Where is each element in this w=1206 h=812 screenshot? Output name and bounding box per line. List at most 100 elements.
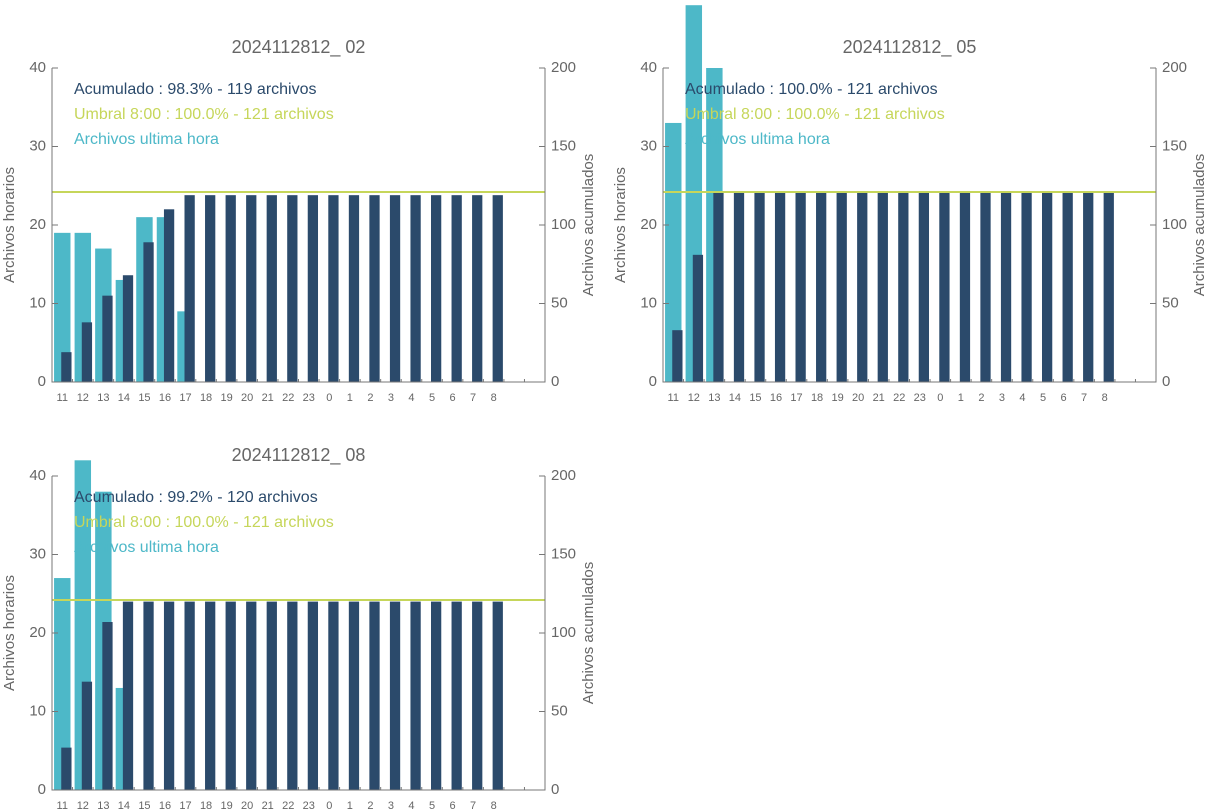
bar [959,192,971,382]
x-tick-label: 0 [937,392,943,404]
bar [205,195,216,382]
bar [348,601,360,790]
x-tick-label: 20 [852,392,864,404]
bar [54,578,71,790]
x-tick-label: 16 [159,800,171,812]
bar [492,601,503,790]
bar [857,192,868,382]
x-tick-label: 7 [470,392,476,404]
x-tick-label: 17 [179,800,191,812]
x-tick-label: 21 [873,392,885,404]
y-tick-label: 20 [29,216,46,233]
y2-tick-label: 150 [551,545,576,562]
bar [184,601,195,790]
x-tick-label: 0 [326,800,332,812]
y-axis-label: Archivos horarios [1,167,18,283]
x-tick-label: 8 [1102,392,1108,404]
bar [81,322,93,382]
y2-tick-label: 150 [551,137,576,154]
x-tick-label: 7 [1081,392,1087,404]
bar [389,601,401,790]
x-tick-label: 21 [262,392,274,404]
legend-entry: Acumulado : 100.0% - 121 archivos [685,81,938,98]
x-tick-label: 22 [282,392,294,404]
bar [266,195,277,382]
x-tick-label: 23 [303,392,315,404]
x-tick-label: 6 [1061,392,1067,404]
y2-tick-label: 100 [551,624,576,641]
x-tick-label: 3 [388,392,394,404]
x-tick-label: 3 [999,392,1005,404]
x-tick-label: 13 [708,392,720,404]
bar [939,192,950,382]
bar [266,601,277,790]
bar [246,195,257,382]
y-tick-label: 0 [38,373,46,390]
x-tick-label: 15 [138,800,150,812]
bar [184,195,195,382]
bar [472,601,483,790]
x-tick-label: 21 [262,800,274,812]
legend-entry: Archivos ultima hora [74,539,219,556]
y-tick-label: 10 [29,702,46,719]
y-tick-label: 10 [29,294,46,311]
bar [410,601,421,790]
bar [836,192,847,382]
y2-tick-label: 100 [551,216,576,233]
bar [328,601,339,790]
x-tick-label: 7 [470,800,476,812]
bar [163,209,175,382]
x-tick-label: 0 [326,392,332,404]
x-tick-label: 13 [97,392,109,404]
y2-tick-label: 200 [1162,59,1187,76]
y2-tick-label: 50 [551,294,568,311]
x-tick-label: 18 [200,800,212,812]
bar [1000,192,1012,382]
chart-title: 2024112812_ 08 [232,445,366,466]
y2-tick-label: 0 [551,373,559,390]
x-tick-label: 2 [978,392,984,404]
legend-entry: Acumulado : 99.2% - 120 archivos [74,489,318,506]
bar [472,195,483,382]
bar [692,254,704,382]
legend-entry: Acumulado : 98.3% - 119 archivos [74,81,317,98]
x-tick-label: 4 [408,800,414,812]
y2-tick-label: 200 [551,467,576,484]
y-tick-label: 30 [29,137,46,154]
y2-axis-label: Archivos acumulados [1191,154,1206,297]
y2-axis-label: Archivos acumulados [580,154,597,297]
bar [410,195,421,382]
bar [430,601,442,790]
y-tick-label: 0 [38,781,46,798]
y-tick-label: 0 [649,373,657,390]
legend-entry: Archivos ultima hora [74,131,219,148]
x-tick-label: 23 [303,800,315,812]
y2-tick-label: 200 [551,59,576,76]
x-tick-label: 23 [914,392,926,404]
x-tick-label: 16 [770,392,782,404]
bar [102,295,113,382]
bar [389,195,401,382]
legend-entry: Umbral 8:00 : 100.0% - 121 archivos [74,514,334,531]
x-tick-label: 1 [347,392,353,404]
y-tick-label: 40 [640,59,657,76]
y-tick-label: 40 [29,59,46,76]
x-tick-label: 19 [220,800,232,812]
legend-entry: Umbral 8:00 : 100.0% - 121 archivos [685,106,945,123]
x-tick-label: 5 [1040,392,1046,404]
bar [143,242,154,382]
x-tick-label: 11 [668,392,679,404]
bar [61,352,72,382]
x-tick-label: 5 [429,800,435,812]
bar [451,601,462,790]
bar [713,192,724,382]
x-tick-label: 22 [282,800,294,812]
bar [898,192,909,382]
bar [348,195,360,382]
x-tick-label: 1 [347,800,353,812]
y-axis-label: Archivos horarios [1,575,18,691]
x-tick-label: 2 [367,800,373,812]
y2-tick-label: 0 [1162,373,1170,390]
bar [328,195,339,382]
